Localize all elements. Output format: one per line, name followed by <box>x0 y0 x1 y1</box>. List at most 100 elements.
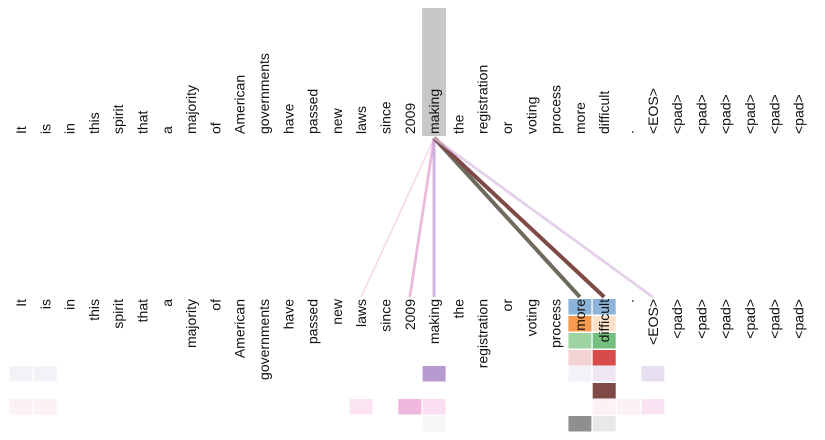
target-token[interactable]: governments <box>256 299 272 380</box>
target-token[interactable]: this <box>86 299 102 321</box>
target-token[interactable]: more <box>572 299 588 331</box>
selected-token-highlight[interactable] <box>422 8 447 136</box>
target-token[interactable]: <pad> <box>766 299 782 339</box>
source-token[interactable]: <pad> <box>669 94 685 134</box>
target-token[interactable]: <pad> <box>669 299 685 339</box>
target-token[interactable]: that <box>135 299 151 322</box>
source-token[interactable]: laws <box>353 106 369 134</box>
heatmap-cell <box>592 366 616 382</box>
source-token[interactable]: <pad> <box>766 94 782 134</box>
target-token[interactable]: or <box>499 299 515 312</box>
heatmap-cell <box>568 366 592 382</box>
source-token[interactable]: is <box>37 124 53 134</box>
heatmap-cell <box>422 399 446 415</box>
target-token[interactable]: . <box>621 299 637 303</box>
target-token[interactable]: making <box>426 299 442 344</box>
target-token[interactable]: in <box>62 299 78 310</box>
source-token[interactable]: . <box>621 130 637 134</box>
heatmap-cell <box>33 399 57 415</box>
heatmap-cell <box>592 383 616 399</box>
heatmap-cell <box>641 399 665 415</box>
source-token[interactable]: in <box>62 123 78 134</box>
attention-line <box>433 136 654 299</box>
target-token[interactable]: <EOS> <box>645 299 661 345</box>
target-token[interactable]: registration <box>475 299 491 368</box>
heatmap-cell <box>592 399 616 415</box>
heatmap-cell <box>9 366 33 382</box>
target-token[interactable]: process <box>548 299 564 348</box>
source-token[interactable]: registration <box>475 65 491 134</box>
source-token[interactable]: of <box>207 122 223 134</box>
source-token[interactable]: spirit <box>110 104 126 134</box>
attention-lines <box>360 136 654 299</box>
heatmap-cell <box>592 316 616 332</box>
target-token[interactable]: laws <box>353 299 369 327</box>
source-token[interactable]: this <box>86 112 102 134</box>
source-token[interactable]: have <box>280 103 296 134</box>
source-token-column: It is in this spirit that a majority of American g… <box>13 53 807 134</box>
target-token[interactable]: It <box>13 299 29 307</box>
attention-line <box>432 136 582 299</box>
source-token[interactable]: 2009 <box>402 103 418 134</box>
source-token[interactable]: majority <box>183 85 199 134</box>
heatmap-cell <box>9 399 33 415</box>
source-token[interactable]: difficult <box>596 91 612 134</box>
source-token[interactable]: passed <box>305 89 321 134</box>
source-token[interactable]: more <box>572 102 588 134</box>
source-token[interactable]: <pad> <box>742 94 758 134</box>
heatmap-cell <box>592 350 616 366</box>
target-token[interactable]: <pad> <box>718 299 734 339</box>
source-token[interactable]: or <box>499 121 515 134</box>
source-token[interactable]: <EOS> <box>645 88 661 134</box>
source-token[interactable]: new <box>329 107 345 134</box>
source-token[interactable]: American <box>232 75 248 134</box>
target-token[interactable]: is <box>37 299 53 309</box>
target-token[interactable]: American <box>232 299 248 358</box>
attention-line <box>432 136 606 299</box>
source-token[interactable]: that <box>135 111 151 134</box>
heatmap-cell <box>422 366 446 382</box>
source-token[interactable]: voting <box>523 97 539 134</box>
target-token[interactable]: passed <box>305 299 321 344</box>
heatmap-cell <box>617 399 640 415</box>
attention-line <box>408 137 436 298</box>
target-token[interactable]: a <box>159 299 175 307</box>
heatmap-cell <box>33 366 57 382</box>
source-token[interactable]: <pad> <box>718 94 734 134</box>
target-token[interactable]: difficult <box>596 299 612 342</box>
source-token[interactable]: <pad> <box>791 94 807 134</box>
target-token[interactable]: since <box>378 299 394 332</box>
heatmap-cell <box>568 350 592 366</box>
target-token[interactable]: have <box>280 299 296 330</box>
source-token[interactable]: the <box>450 114 466 134</box>
target-token[interactable]: <pad> <box>693 299 709 339</box>
source-token[interactable]: a <box>159 126 175 134</box>
target-token[interactable]: spirit <box>110 299 126 329</box>
target-token[interactable]: new <box>329 298 345 325</box>
target-token[interactable]: of <box>207 299 223 311</box>
source-token[interactable]: since <box>378 101 394 134</box>
target-token[interactable]: <pad> <box>791 299 807 339</box>
heatmap-cell <box>568 416 592 432</box>
source-token[interactable]: governments <box>256 53 272 134</box>
source-token[interactable]: It <box>13 126 29 134</box>
heatmap-cell <box>568 333 592 349</box>
source-token[interactable]: <pad> <box>693 94 709 134</box>
target-token[interactable]: the <box>450 299 466 319</box>
heatmap-cell <box>398 399 422 415</box>
heatmap-cell <box>592 416 616 432</box>
source-token[interactable]: making <box>426 89 442 134</box>
source-token[interactable]: process <box>548 85 564 134</box>
attention-heatmap <box>9 299 665 432</box>
heatmap-cell <box>422 416 446 432</box>
target-token[interactable]: majority <box>183 299 199 348</box>
target-token[interactable]: <pad> <box>742 299 758 339</box>
target-token[interactable]: voting <box>523 299 539 336</box>
target-token[interactable]: 2009 <box>402 299 418 330</box>
heatmap-cell <box>592 299 616 315</box>
heatmap-cell <box>568 299 592 315</box>
token-highlights <box>422 8 447 136</box>
heatmap-cell <box>641 366 665 382</box>
heatmap-cell <box>568 316 592 332</box>
